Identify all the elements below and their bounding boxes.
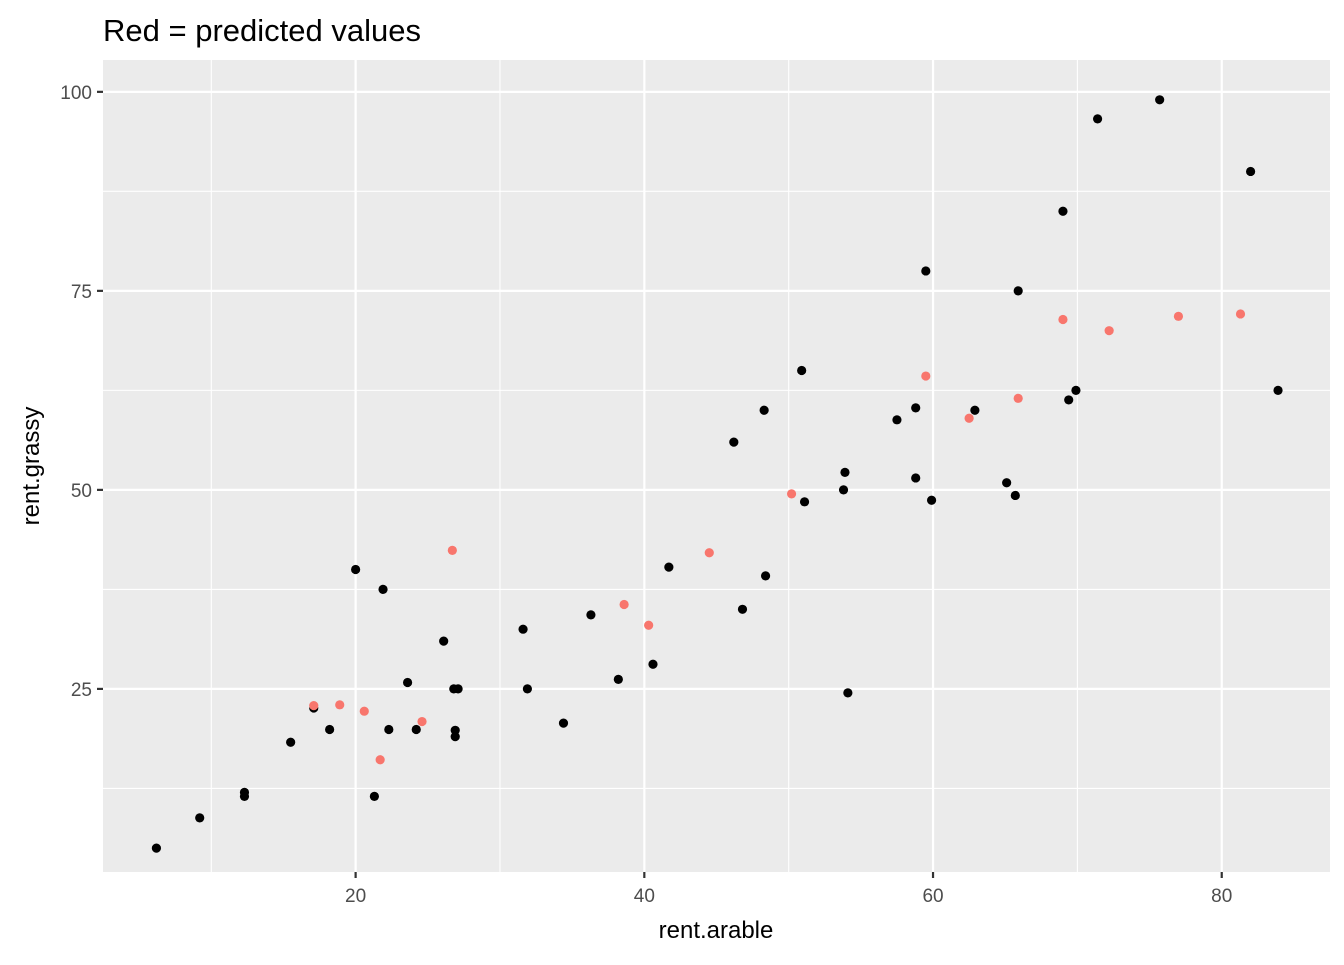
observed-point	[439, 636, 449, 646]
observed-point	[1071, 385, 1081, 395]
observed-point	[737, 604, 748, 614]
predicted-point	[704, 548, 714, 558]
observed-point	[411, 724, 421, 735]
observed-point	[613, 674, 623, 684]
observed-point	[729, 437, 739, 447]
observed-point	[1273, 385, 1283, 395]
y-tick-label: 50	[71, 481, 92, 502]
data-points	[151, 95, 1283, 853]
predicted-point	[619, 599, 629, 610]
observed-point	[1058, 206, 1068, 216]
predicted-point	[964, 413, 974, 423]
observed-point	[1010, 490, 1020, 501]
observed-point	[402, 677, 413, 688]
predicted-point	[417, 716, 427, 727]
y-tick-label: 75	[71, 282, 92, 303]
observed-point	[1064, 395, 1074, 405]
x-axis-ticks: 20 40 60 80	[345, 872, 1232, 907]
observed-point	[450, 725, 460, 735]
minor-gridlines	[103, 60, 1330, 872]
x-tick-label: 20	[345, 886, 366, 907]
predicted-points	[309, 309, 1246, 765]
x-tick-label: 80	[1211, 886, 1232, 907]
observed-point	[921, 266, 931, 276]
predicted-point	[359, 706, 369, 716]
predicted-point	[1173, 311, 1184, 321]
major-gridlines	[103, 60, 1330, 872]
observed-point	[151, 843, 162, 853]
predicted-point	[1013, 393, 1023, 403]
observed-point	[840, 467, 850, 477]
observed-point	[843, 688, 853, 698]
observed-point	[648, 659, 658, 669]
observed-point	[1246, 166, 1256, 177]
observed-point	[384, 724, 394, 735]
predicted-point	[644, 620, 654, 630]
chart-title: Red = predicted values	[103, 13, 421, 48]
predicted-point	[335, 700, 345, 710]
x-tick-label: 40	[634, 886, 655, 907]
observed-point	[799, 497, 810, 507]
observed-point	[325, 724, 335, 735]
observed-point	[450, 732, 460, 742]
observed-point	[911, 473, 921, 483]
observed-point	[522, 684, 532, 694]
predicted-point	[1104, 326, 1114, 336]
observed-point	[239, 787, 250, 797]
observed-point	[286, 737, 296, 747]
observed-point	[1002, 478, 1012, 488]
observed-point	[558, 718, 569, 728]
observed-point	[838, 485, 849, 495]
observed-point	[453, 684, 463, 694]
observed-point	[1155, 95, 1165, 105]
plot-panel	[103, 60, 1330, 872]
observed-point	[586, 610, 596, 620]
predicted-point	[309, 701, 319, 711]
observed-point	[1092, 114, 1103, 124]
predicted-point	[786, 489, 797, 499]
observed-point	[970, 405, 980, 415]
observed-point	[1013, 286, 1023, 296]
observed-point	[797, 365, 807, 376]
observed-point	[518, 624, 528, 634]
observed-point	[911, 403, 921, 413]
predicted-point	[1058, 314, 1068, 325]
observed-point	[759, 405, 769, 415]
y-tick-label: 25	[71, 680, 92, 701]
observed-point	[760, 571, 771, 581]
observed-point	[892, 415, 902, 425]
predicted-point	[1235, 309, 1246, 319]
y-axis-ticks: 25 50 75 100	[60, 83, 103, 701]
observed-point	[378, 584, 388, 594]
x-tick-label: 60	[922, 886, 943, 907]
observed-point	[195, 813, 205, 823]
predicted-point	[921, 371, 931, 381]
x-axis-title: rent.arable	[659, 917, 774, 944]
observed-point	[664, 562, 674, 572]
y-axis-title: rent.grassy	[18, 407, 45, 526]
observed-point	[926, 495, 937, 505]
predicted-point	[375, 755, 385, 765]
y-tick-label: 100	[60, 83, 92, 104]
observed-point	[351, 564, 361, 575]
observed-point	[369, 791, 379, 801]
predicted-point	[447, 545, 457, 555]
